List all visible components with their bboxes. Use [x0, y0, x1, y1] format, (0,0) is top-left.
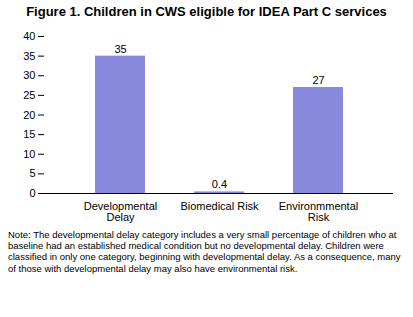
svg-text:10: 10 [23, 147, 35, 159]
svg-text:0.4: 0.4 [212, 178, 227, 190]
svg-text:0: 0 [29, 187, 35, 199]
svg-text:35: 35 [23, 49, 35, 61]
html-text:Note: The developmental delay: Note: The developmental delay category i… [8, 228, 401, 274]
svg-text:15: 15 [23, 128, 35, 140]
svg-text:40: 40 [23, 30, 35, 42]
svg-text:35: 35 [114, 42, 126, 54]
svg-text:Biomedical Risk: Biomedical Risk [180, 200, 259, 212]
svg-text:27: 27 [312, 74, 324, 86]
svg-text:5: 5 [29, 167, 35, 179]
svg-text:25: 25 [23, 88, 35, 100]
html-text:Figure 1. Children in CWS elig: Figure 1. Children in CWS eligible for I… [26, 4, 387, 19]
svg-text:EnvironmmentalRisk: EnvironmmentalRisk [279, 200, 358, 223]
svg-text:20: 20 [23, 108, 35, 120]
svg-text:30: 30 [23, 69, 35, 81]
svg-text:DevelopmentalDelay: DevelopmentalDelay [84, 200, 157, 223]
